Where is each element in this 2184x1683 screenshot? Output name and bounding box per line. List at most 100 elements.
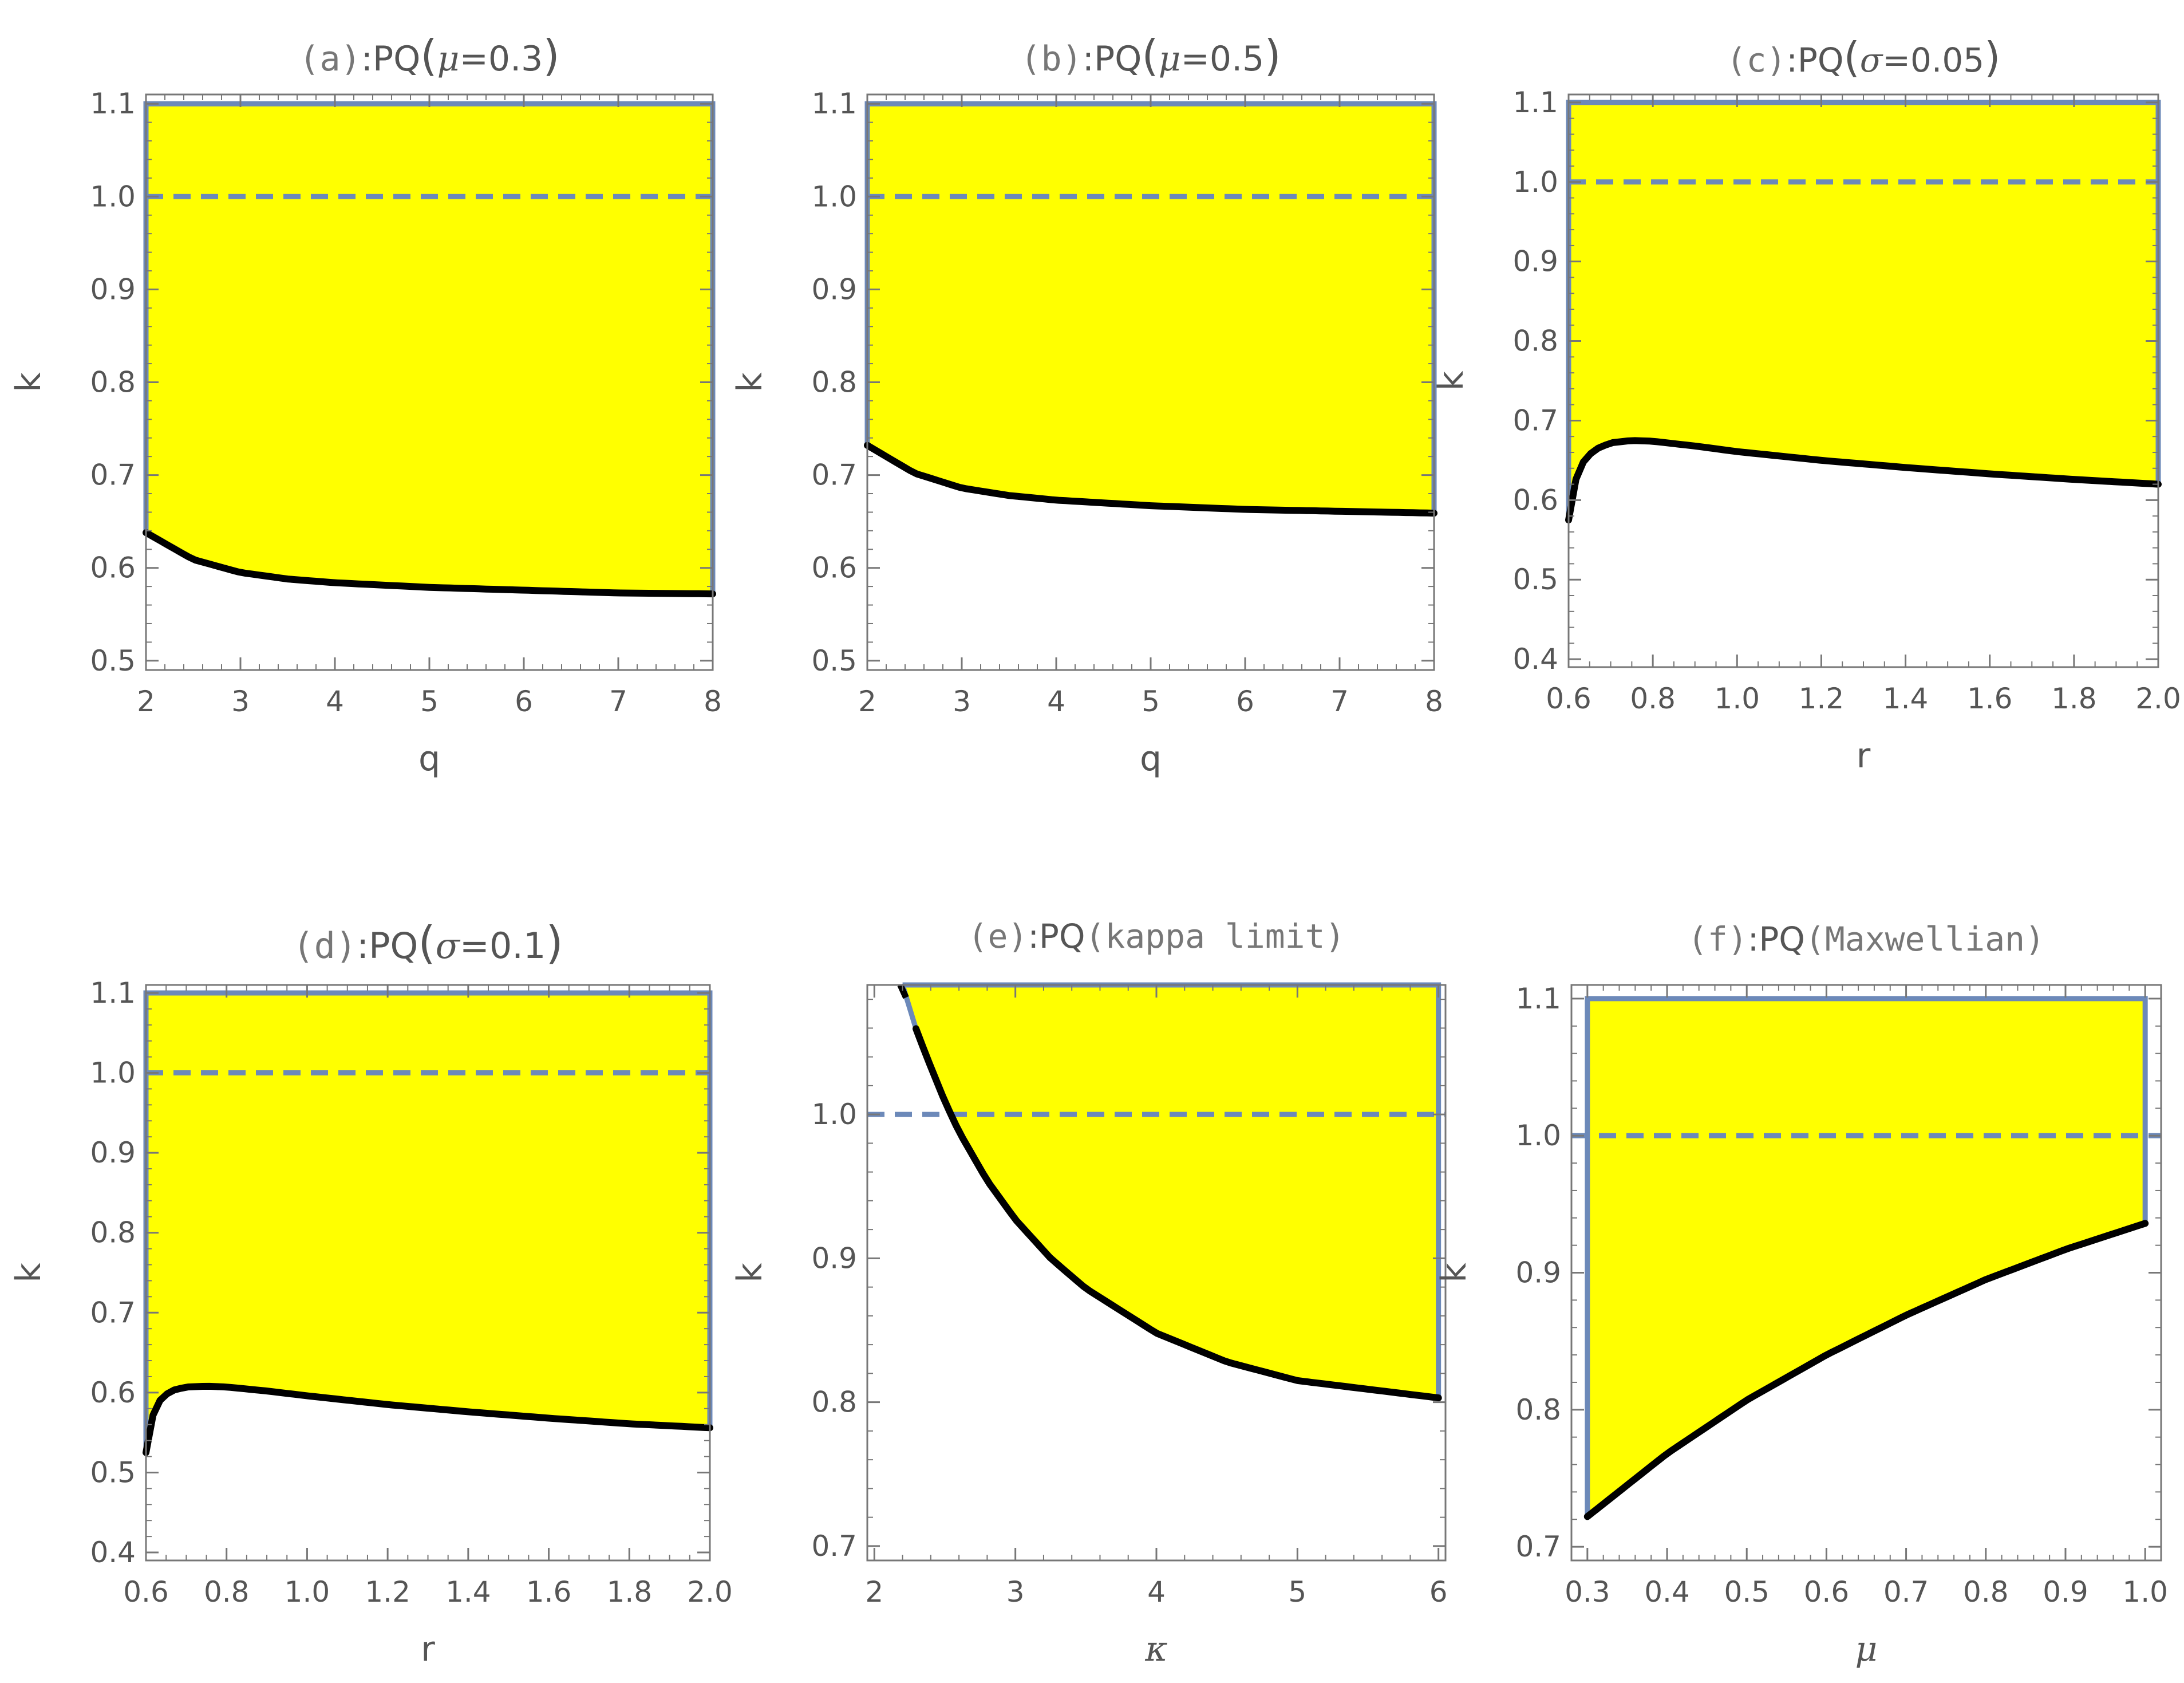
y-tick-label: 0.6 <box>1512 483 1558 517</box>
x-axis-label: r <box>1857 736 1871 776</box>
x-tick-label: 0.5 <box>1724 1575 1770 1609</box>
critical-curve <box>913 1025 1442 1402</box>
feasible-region <box>902 985 1439 1398</box>
y-axis-label: k <box>9 372 49 392</box>
x-tick-label: 2.0 <box>2135 682 2181 715</box>
x-tick-label: 8 <box>704 685 722 718</box>
title-paren-close: ) <box>1984 34 2001 82</box>
feasible-region <box>1587 998 2146 1517</box>
x-tick-label: 3 <box>953 685 971 718</box>
x-tick-label: 0.6 <box>123 1575 169 1609</box>
y-tick-label: 0.9 <box>90 273 136 306</box>
y-axis-label: k <box>1434 1263 1474 1283</box>
y-tick-label: 0.6 <box>811 551 857 585</box>
title-param-value: =0.1 <box>459 924 546 967</box>
y-tick-label: 1.0 <box>1512 165 1558 199</box>
y-tick-label: 0.4 <box>90 1536 136 1569</box>
x-tick-label: 4 <box>1047 685 1065 718</box>
title-prefix: (c) <box>1726 41 1787 80</box>
x-axis-label: κ <box>1144 1629 1167 1669</box>
y-tick-label: 0.8 <box>90 366 136 399</box>
feasible-region <box>146 993 710 1453</box>
y-axis-label: k <box>730 372 770 392</box>
x-tick-label: 4 <box>326 685 344 718</box>
title-param-name: σ <box>1859 41 1883 80</box>
x-tick-label: 8 <box>1425 685 1443 718</box>
critical-curve <box>143 1382 713 1456</box>
x-tick-label: 2 <box>858 685 876 718</box>
title-prefix: (b) <box>1020 38 1083 79</box>
x-tick-label: 4 <box>1147 1575 1166 1609</box>
y-tick-label: 1.1 <box>1512 86 1558 119</box>
x-tick-label: 0.8 <box>204 1575 250 1609</box>
title-param-value: =0.3 <box>459 38 543 79</box>
y-tick-label: 0.9 <box>90 1136 136 1169</box>
y-tick-label: 0.6 <box>90 1376 136 1409</box>
x-tick-label: 2.0 <box>687 1575 733 1609</box>
y-axis-label: k <box>730 1263 770 1283</box>
x-tick-label: 1.0 <box>1715 682 1760 715</box>
title-param-value: (Maxwellian) <box>1804 920 2045 959</box>
x-tick-label: 5 <box>1142 685 1160 718</box>
title-separator: :PQ <box>1786 41 1844 80</box>
y-tick-label: 1.0 <box>90 180 136 213</box>
y-axis-label: k <box>9 1263 49 1283</box>
y-tick-label: 1.0 <box>811 1098 857 1131</box>
y-tick-label: 0.5 <box>90 644 136 677</box>
x-tick-label: 0.8 <box>1630 682 1676 715</box>
x-axis-label: μ <box>1855 1629 1878 1669</box>
panel-c: 0.6 0.8 1.0 1.2 1.4 1.6 1.8 2.0 0.4 0.5 0.6 0.7 0.8 0… <box>1431 86 2181 776</box>
title-separator: :PQ <box>361 38 421 79</box>
y-tick-label: 0.9 <box>1515 1256 1561 1290</box>
x-tick-label: 6 <box>1429 1575 1448 1609</box>
feasible-region <box>146 104 713 594</box>
title-param-value: =0.5 <box>1180 38 1265 79</box>
x-axis-label: q <box>418 739 440 779</box>
x-axis-label: q <box>1140 739 1162 779</box>
y-tick-label: 1.1 <box>90 976 136 1010</box>
x-tick-label: 3 <box>1006 1575 1025 1609</box>
y-tick-label: 1.0 <box>1515 1119 1561 1152</box>
x-tick-label: 3 <box>231 685 250 718</box>
x-tick-label: 1.8 <box>2051 682 2097 715</box>
y-tick-label: 1.1 <box>811 87 857 120</box>
y-tick-label: 0.7 <box>90 459 136 492</box>
title-param-value: =0.05 <box>1882 41 1985 80</box>
title-paren-open: ( <box>1142 30 1159 81</box>
curve-tip <box>897 983 909 999</box>
region-boundary <box>1585 996 2148 1517</box>
panel-d: 0.6 0.8 1.0 1.2 1.4 1.6 1.8 2.0 0.4 0.5 0.6 0.7 0.8 0… <box>9 976 733 1669</box>
x-tick-label: 2 <box>137 685 155 718</box>
y-tick-label: 0.7 <box>811 1530 857 1563</box>
y-tick-label: 1.1 <box>90 87 136 120</box>
x-tick-label: 6 <box>1236 685 1254 718</box>
panel-f: 0.3 0.4 0.5 0.6 0.7 0.8 0.9 1.0 0.7 0.8 0.9 1.0 1.1 μ… <box>1434 982 2168 1669</box>
title-prefix: (d) <box>293 924 357 967</box>
x-tick-label: 5 <box>1288 1575 1306 1609</box>
panel-title-c: (c):PQ(σ=0.05) <box>1549 34 2178 82</box>
critical-curve <box>864 442 1437 517</box>
x-tick-label: 0.4 <box>1644 1575 1690 1609</box>
y-tick-label: 0.7 <box>90 1296 136 1329</box>
panel-a: 2 3 4 5 6 7 8 0.5 0.6 0.7 0.8 0.9 1.0 1.1 q k <box>9 87 722 779</box>
x-tick-label: 1.6 <box>1967 682 2013 715</box>
title-separator: :PQ <box>357 924 418 967</box>
title-paren-open: ( <box>418 917 436 969</box>
x-tick-label: 6 <box>515 685 533 718</box>
y-tick-label: 0.9 <box>811 1241 857 1275</box>
y-tick-label: 0.9 <box>811 273 857 306</box>
y-tick-label: 0.8 <box>1515 1393 1561 1426</box>
y-tick-label: 0.7 <box>1512 404 1558 437</box>
title-paren-open: ( <box>420 30 437 81</box>
panel-b: 2 3 4 5 6 7 8 0.5 0.6 0.7 0.8 0.9 1.0 1.1 q k <box>730 87 1443 779</box>
title-param-value: (kappa limit) <box>1085 917 1345 956</box>
feasible-region <box>867 104 1434 514</box>
title-separator: :PQ <box>1028 917 1085 956</box>
x-tick-label: 7 <box>1330 685 1349 718</box>
panel-title-b: (b):PQ(μ=0.5) <box>836 30 1466 81</box>
title-paren-close: ) <box>543 30 560 81</box>
y-tick-label: 0.8 <box>90 1216 136 1250</box>
x-tick-label: 1.2 <box>365 1575 410 1609</box>
y-tick-label: 0.5 <box>811 644 857 677</box>
